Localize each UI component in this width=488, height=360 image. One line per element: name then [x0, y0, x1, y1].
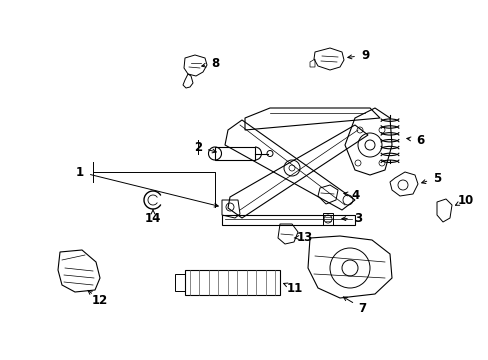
Text: 8: 8 — [210, 57, 219, 69]
Text: 4: 4 — [351, 189, 359, 202]
Text: 10: 10 — [457, 194, 473, 207]
Text: 12: 12 — [92, 293, 108, 306]
Text: 7: 7 — [357, 302, 366, 315]
Text: 1: 1 — [76, 166, 84, 179]
Text: 13: 13 — [296, 230, 312, 243]
Text: 5: 5 — [432, 171, 440, 185]
Text: 14: 14 — [144, 212, 161, 225]
Text: 11: 11 — [286, 282, 303, 294]
Text: 3: 3 — [353, 212, 361, 225]
Text: 9: 9 — [360, 49, 368, 62]
Text: 2: 2 — [194, 140, 202, 153]
Text: 6: 6 — [415, 134, 423, 147]
